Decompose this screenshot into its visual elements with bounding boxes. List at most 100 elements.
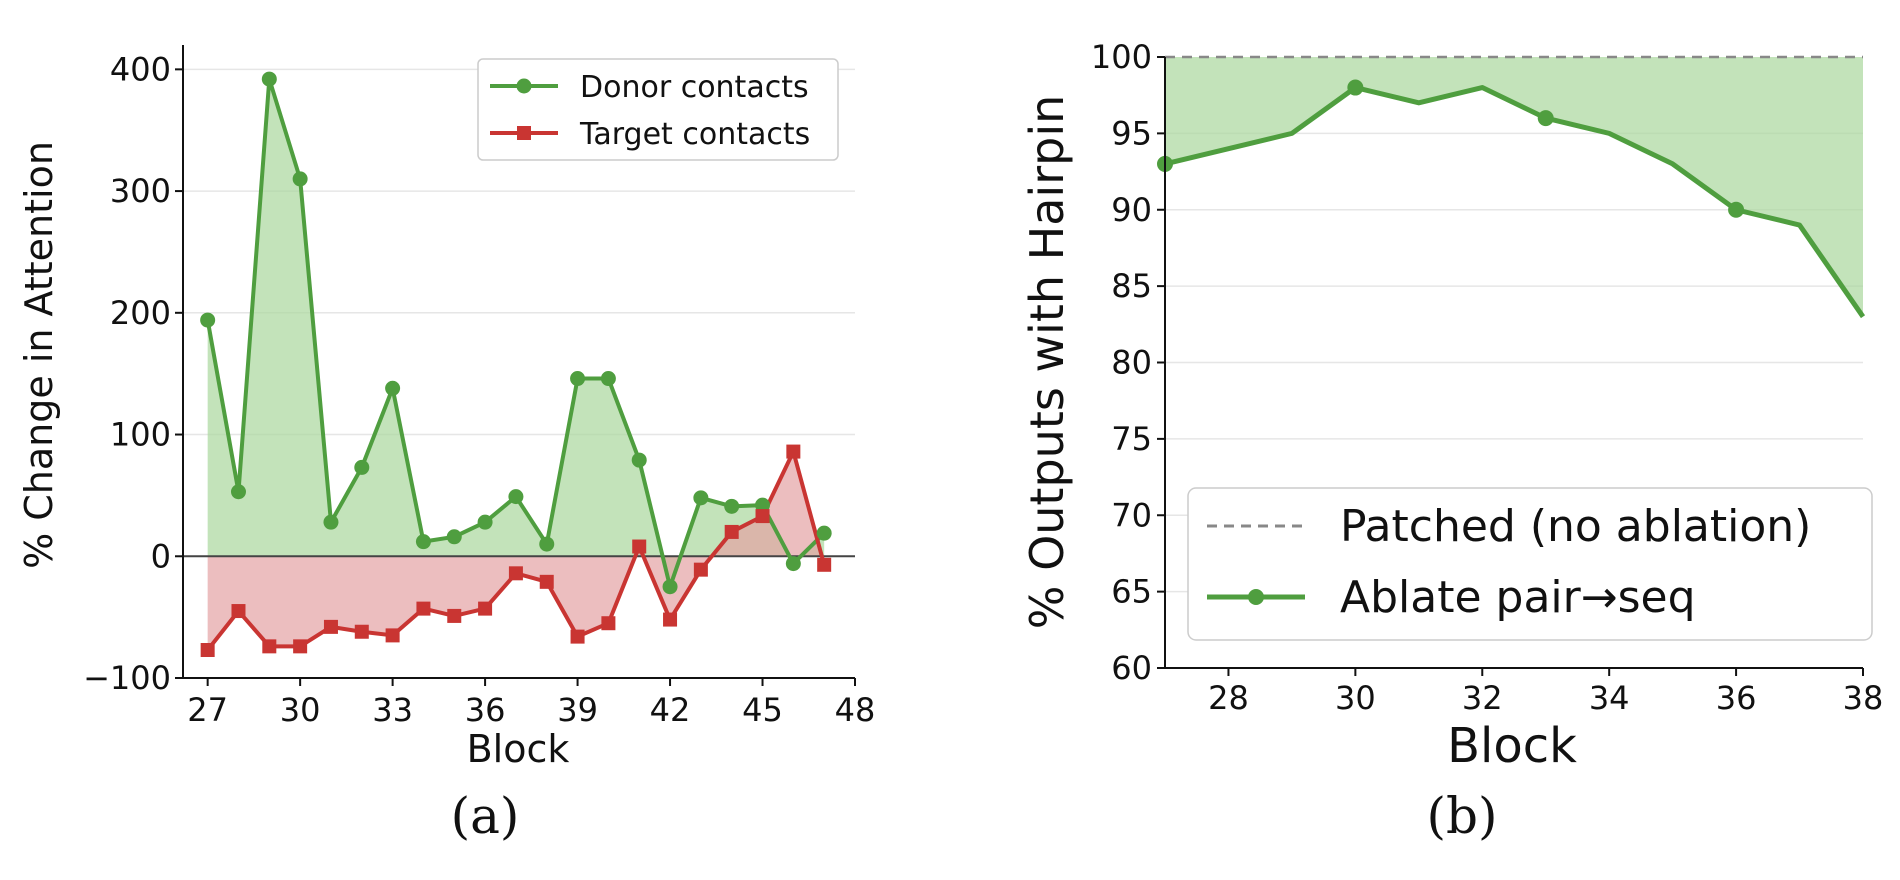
a-x-tick-label: 48 bbox=[835, 691, 876, 729]
a-y-tick-label: 0 bbox=[151, 537, 171, 575]
a-target-point bbox=[200, 643, 215, 658]
a-x-tick-label: 30 bbox=[280, 691, 321, 729]
b-x-ticks: 28 30 32 34 36 38 bbox=[1208, 668, 1883, 717]
a-target-point bbox=[447, 608, 462, 623]
b-y-tick-label: 70 bbox=[1111, 496, 1152, 534]
a-donor-point bbox=[816, 525, 832, 541]
b-y-tick-label: 85 bbox=[1111, 267, 1152, 305]
a-donor-point bbox=[261, 71, 277, 87]
a-donor-point bbox=[323, 514, 339, 530]
a-target-point bbox=[385, 628, 400, 643]
panel-a: 27 30 33 36 39 42 45 48 −100 0 100 200 300 400 Block… bbox=[17, 45, 875, 845]
a-target-point bbox=[293, 639, 308, 654]
b-legend-frame bbox=[1187, 487, 1873, 641]
a-target-point bbox=[601, 616, 616, 631]
a-donor-point bbox=[755, 497, 771, 513]
a-donor-point bbox=[446, 529, 462, 545]
a-donor-point bbox=[477, 514, 493, 530]
a-y-tick-label: 300 bbox=[110, 172, 171, 210]
a-legend-target-label: Target contacts bbox=[579, 117, 810, 152]
a-target-point bbox=[539, 574, 554, 589]
b-x-axis-label: Block bbox=[1447, 718, 1577, 774]
b-x-tick-label: 28 bbox=[1208, 679, 1249, 717]
b-series-line bbox=[1164, 85, 1866, 319]
a-panel-caption: (a) bbox=[451, 787, 520, 845]
b-y-ticks: 60 65 70 75 80 85 90 95 100 bbox=[1091, 38, 1165, 687]
a-y-ticks: −100 0 100 200 300 400 bbox=[83, 50, 183, 697]
b-fill-area bbox=[1165, 57, 1863, 317]
a-target-point bbox=[693, 562, 708, 577]
b-ablate-line bbox=[1164, 85, 1866, 319]
panel-b: 28 30 32 34 36 38 60 65 70 75 80 85 90 95 100 Block %… bbox=[1020, 38, 1883, 845]
b-panel-caption: (b) bbox=[1426, 787, 1497, 845]
a-target-point bbox=[231, 604, 246, 619]
a-x-tick-label: 39 bbox=[557, 691, 598, 729]
a-y-tick-label: 400 bbox=[110, 50, 171, 88]
b-y-tick-label: 95 bbox=[1111, 114, 1152, 152]
b-ablate-point bbox=[1537, 110, 1554, 127]
a-y-axis-label: % Change in Attention bbox=[17, 141, 61, 569]
a-legend-donor-label: Donor contacts bbox=[580, 70, 809, 105]
a-x-tick-label: 36 bbox=[465, 691, 506, 729]
a-donor-point bbox=[415, 534, 431, 550]
a-donor-point bbox=[539, 536, 555, 552]
a-donor-point bbox=[600, 371, 616, 387]
a-y-tick-label: −100 bbox=[83, 659, 171, 697]
a-series-markers bbox=[200, 71, 832, 658]
a-y-tick-label: 200 bbox=[110, 294, 171, 332]
a-y-tick-label: 100 bbox=[110, 416, 171, 454]
a-target-point bbox=[632, 539, 647, 554]
b-y-tick-label: 80 bbox=[1111, 344, 1152, 382]
b-x-tick-label: 30 bbox=[1335, 679, 1376, 717]
a-target-point bbox=[663, 612, 678, 627]
a-target-point bbox=[755, 509, 770, 524]
a-fill-areas bbox=[207, 79, 825, 651]
b-ablate-point bbox=[1347, 79, 1364, 96]
a-donor-point bbox=[230, 484, 246, 500]
a-target-fill bbox=[207, 451, 825, 651]
a-x-tick-label: 33 bbox=[372, 691, 413, 729]
a-donor-point bbox=[570, 371, 586, 387]
a-target-point bbox=[323, 619, 338, 634]
a-target-point bbox=[724, 524, 739, 539]
a-target-point bbox=[817, 557, 832, 572]
a-x-ticks: 27 30 33 36 39 42 45 48 bbox=[187, 678, 875, 729]
a-donor-point bbox=[724, 498, 740, 514]
a-target-point bbox=[262, 639, 277, 654]
b-gap-fill bbox=[1165, 57, 1863, 317]
a-donor-point bbox=[385, 380, 401, 396]
a-target-point bbox=[478, 601, 493, 616]
b-x-tick-label: 34 bbox=[1589, 679, 1630, 717]
b-x-tick-label: 38 bbox=[1843, 679, 1884, 717]
a-donor-point bbox=[785, 556, 801, 572]
b-legend-patched-label: Patched (no ablation) bbox=[1340, 501, 1811, 552]
a-x-tick-label: 45 bbox=[742, 691, 783, 729]
a-legend-frame bbox=[477, 58, 839, 161]
a-legend-target-marker bbox=[517, 126, 531, 140]
a-target-point bbox=[354, 624, 369, 639]
a-target-point bbox=[786, 444, 801, 459]
b-legend-ablate-marker bbox=[1248, 589, 1264, 605]
a-legend-donor-marker bbox=[516, 78, 532, 94]
b-y-tick-label: 60 bbox=[1111, 649, 1152, 687]
a-target-point bbox=[416, 601, 431, 616]
a-donor-point bbox=[508, 489, 524, 505]
a-target-point bbox=[508, 566, 523, 581]
a-donor-point bbox=[354, 459, 370, 475]
b-ablate-point bbox=[1728, 201, 1745, 218]
a-legend: Donor contacts Target contacts bbox=[477, 58, 839, 161]
b-y-axis-label: % Outputs with Hairpin bbox=[1020, 95, 1074, 630]
a-donor-point bbox=[200, 312, 216, 328]
b-x-tick-label: 36 bbox=[1716, 679, 1757, 717]
a-x-tick-label: 42 bbox=[650, 691, 691, 729]
a-target-point bbox=[570, 629, 585, 644]
a-donor-point bbox=[693, 490, 709, 506]
b-y-tick-label: 65 bbox=[1111, 573, 1152, 611]
b-legend-ablate-label: Ablate pair→seq bbox=[1340, 572, 1696, 623]
b-y-tick-label: 75 bbox=[1111, 420, 1152, 458]
b-y-tick-label: 90 bbox=[1111, 191, 1152, 229]
a-donor-point bbox=[292, 171, 308, 187]
a-x-axis-label: Block bbox=[467, 727, 570, 771]
a-donor-point bbox=[631, 452, 647, 468]
